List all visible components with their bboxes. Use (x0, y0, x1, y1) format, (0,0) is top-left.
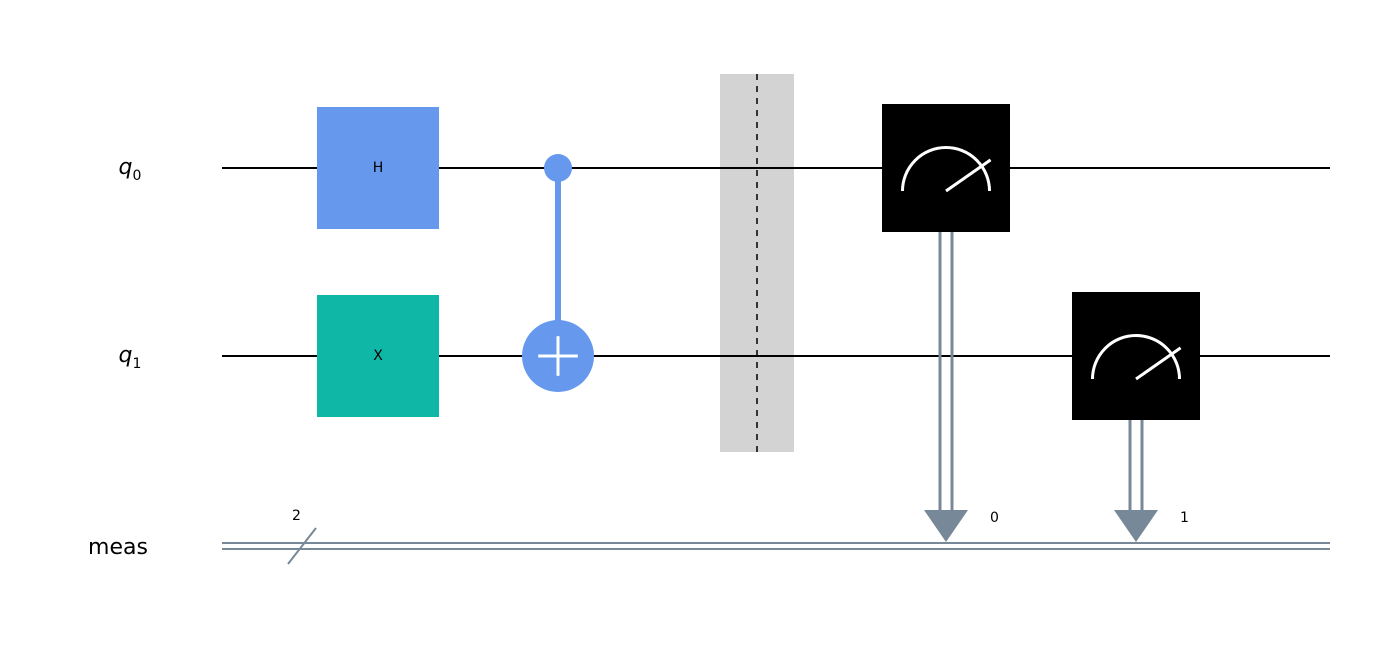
label-q1: q1 (119, 343, 142, 372)
label-meas: meas (88, 535, 148, 560)
barrier (720, 74, 794, 452)
meas-slash (288, 528, 316, 564)
gate-h-label: H (373, 160, 384, 176)
measure-0-arrowhead (924, 510, 968, 542)
barrier-rect (720, 74, 794, 452)
gate-measure-1: 1 (1072, 292, 1200, 542)
meas-bits-label: 2 (292, 508, 301, 524)
measure-1-box (1072, 292, 1200, 420)
gate-cnot (522, 154, 594, 392)
label-q1-prefix: q (119, 343, 133, 368)
quantum-circuit-diagram: 2 q0 q1 meas H X 0 (0, 0, 1394, 659)
measure-0-cbit-label: 0 (990, 510, 999, 526)
gate-h: H (317, 107, 439, 229)
label-q1-index: 1 (133, 356, 142, 372)
gate-x-label: X (373, 348, 383, 364)
gate-x: X (317, 295, 439, 417)
label-q0-index: 0 (133, 168, 142, 184)
label-q0-prefix: q (119, 155, 133, 180)
measure-1-arrowhead (1114, 510, 1158, 542)
label-q0: q0 (119, 155, 142, 184)
gate-measure-0: 0 (882, 104, 1010, 542)
measure-1-cbit-label: 1 (1180, 510, 1189, 526)
cnot-control-dot (544, 154, 572, 182)
measure-0-box (882, 104, 1010, 232)
